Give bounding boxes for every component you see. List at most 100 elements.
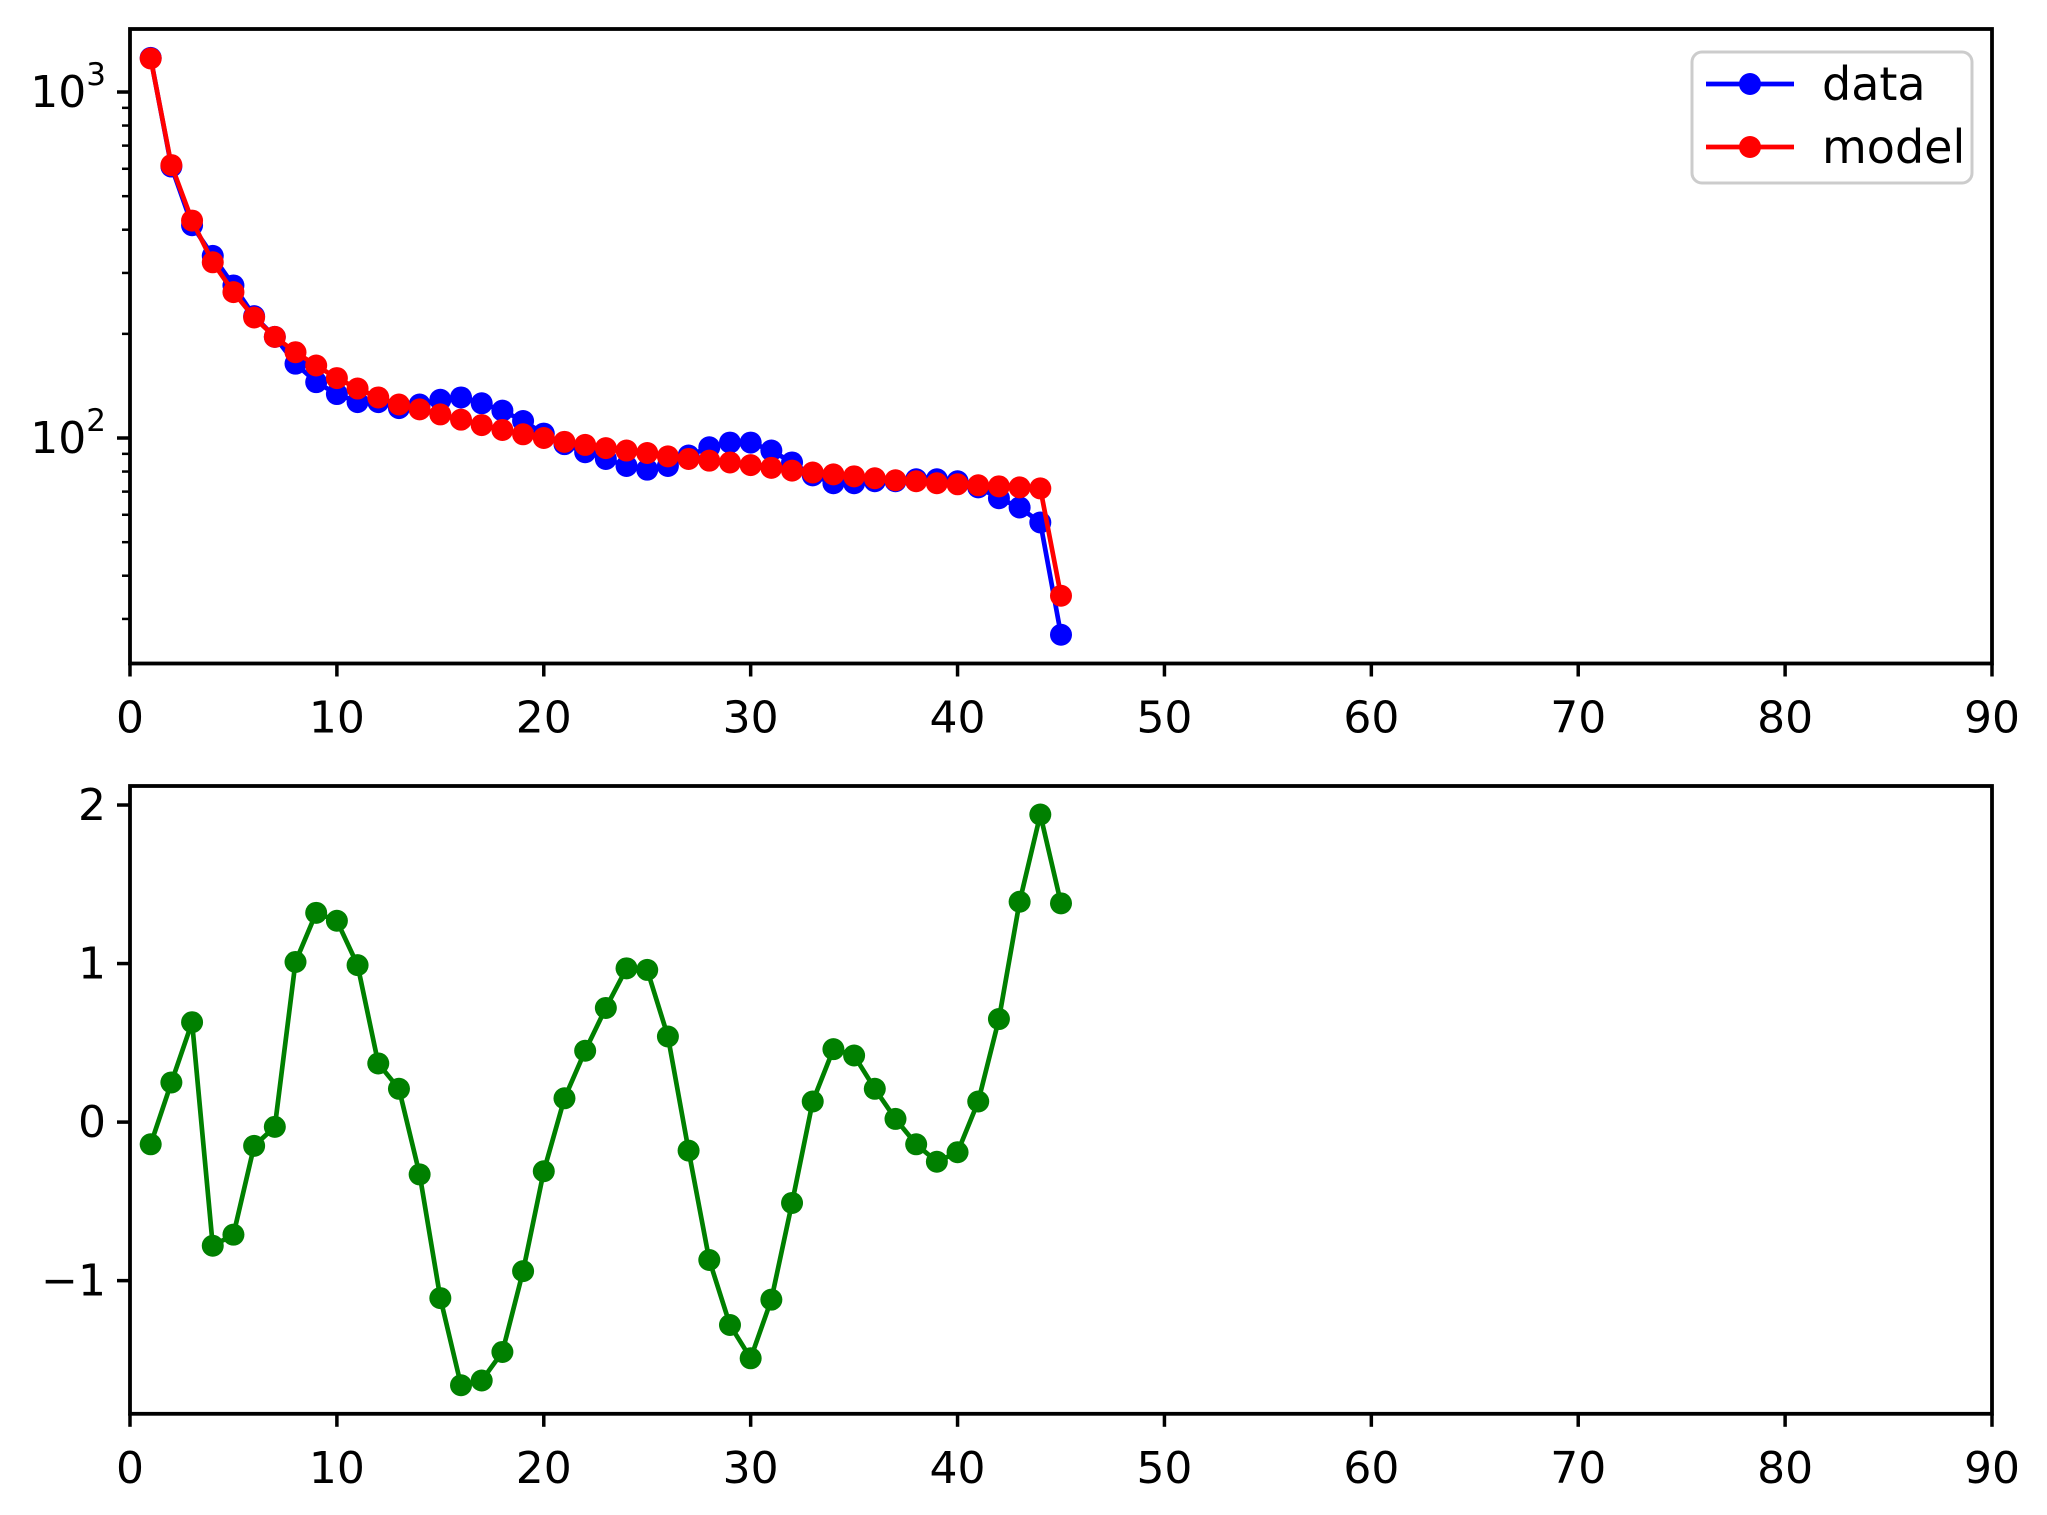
log-base: 10 — [30, 67, 86, 118]
residuals-series-markers — [139, 803, 1072, 1397]
bottom-plot-x-tick-label: 90 — [1964, 1443, 2020, 1494]
residuals-data-point — [967, 1090, 990, 1113]
bottom-plot-y-tick-label: 0 — [78, 1097, 106, 1148]
model-data-point — [325, 367, 348, 390]
model-series-markers — [139, 47, 1072, 607]
residuals-data-point — [615, 957, 638, 980]
residuals-data-point — [574, 1039, 597, 1062]
model-data-point — [139, 47, 162, 70]
residuals-data-point — [1029, 803, 1052, 826]
residuals-data-point — [781, 1191, 804, 1214]
residuals-data-point — [284, 950, 307, 973]
model-data-point — [346, 377, 369, 400]
top-plot-x-tick-label: 30 — [723, 693, 779, 744]
residuals-data-point — [905, 1133, 928, 1156]
model-data-point — [408, 398, 431, 421]
residuals-data-point — [553, 1087, 576, 1110]
residuals-data-point — [160, 1071, 183, 1094]
model-data-point — [512, 423, 535, 446]
residuals-data-point — [739, 1347, 762, 1370]
model-data-point — [470, 414, 493, 437]
residuals-data-point — [325, 909, 348, 932]
data-data-point — [760, 439, 783, 462]
residuals-data-point — [656, 1025, 679, 1048]
top-plot-y-tick-label: 103 — [30, 57, 106, 118]
legend-label-model: model — [1822, 120, 1965, 174]
residuals-data-point — [863, 1077, 886, 1100]
top-plot-x-tick-label: 20 — [516, 693, 572, 744]
bottom-plot-y-tick-label: −1 — [41, 1256, 106, 1307]
residuals-data-point — [222, 1223, 245, 1246]
bottom-plot-axes-border — [128, 784, 1994, 1416]
data-data-point — [1008, 496, 1031, 519]
log-base: 10 — [30, 413, 86, 464]
data-data-point — [325, 383, 348, 406]
residuals-data-point — [1008, 890, 1031, 913]
model-data-point — [160, 154, 183, 177]
top-plot-series-group — [139, 46, 1072, 646]
residuals-data-point — [987, 1008, 1010, 1031]
residuals-data-point — [181, 1011, 204, 1034]
top-plot-x-tick-label: 60 — [1343, 693, 1399, 744]
model-data-point — [367, 386, 390, 409]
residuals-data-point — [760, 1288, 783, 1311]
residuals-data-point — [139, 1133, 162, 1156]
model-data-point — [863, 467, 886, 490]
residuals-data-point — [491, 1340, 514, 1363]
bottom-plot-x-tick-label: 80 — [1757, 1443, 1813, 1494]
residuals-data-point — [698, 1249, 721, 1272]
data-data-point — [450, 386, 473, 409]
model-data-point — [1050, 584, 1072, 607]
model-series-line — [148, 56, 1064, 599]
residuals-data-point — [387, 1077, 410, 1100]
bottom-plot-x-tick-label: 70 — [1550, 1443, 1606, 1494]
residuals-data-point — [822, 1038, 845, 1061]
model-data-point — [181, 209, 204, 232]
top-plot-x-tick-label: 70 — [1550, 693, 1606, 744]
log-exponent: 3 — [86, 57, 106, 93]
bottom-plot-y-tick-label: 1 — [78, 939, 106, 990]
model-data-point — [801, 461, 824, 484]
model-data-point — [698, 449, 721, 472]
data-data-point — [491, 399, 514, 422]
bottom-plot-x-tick-label: 50 — [1136, 1443, 1192, 1494]
model-data-point — [574, 433, 597, 456]
model-data-point — [1008, 476, 1031, 499]
residuals-data-point — [429, 1287, 452, 1310]
model-data-point — [760, 456, 783, 479]
model-data-point — [491, 418, 514, 441]
data-data-point — [636, 458, 659, 481]
top-plot-x-tick-label: 80 — [1757, 693, 1813, 744]
top-plot-x-tick-label: 50 — [1136, 693, 1192, 744]
legend-model-sample-marker — [1739, 136, 1761, 158]
model-data-point — [615, 439, 638, 462]
model-data-point — [843, 465, 866, 488]
residuals-data-point — [677, 1139, 700, 1162]
residuals-data-point — [801, 1090, 824, 1113]
model-data-point — [739, 454, 762, 477]
residuals-data-point — [512, 1260, 535, 1283]
top-plot-x-tick-label: 0 — [116, 693, 144, 744]
top-plot-x-tick-label: 40 — [930, 693, 986, 744]
legend-label-data: data — [1822, 57, 1926, 111]
top-plot-x-tick-label: 90 — [1964, 693, 2020, 744]
bottom-plot-x-tick-label: 0 — [116, 1443, 144, 1494]
bottom-plot-x-tick-label: 30 — [723, 1443, 779, 1494]
model-data-point — [1029, 477, 1052, 500]
model-data-point — [594, 437, 617, 460]
bottom-plot-x-tick-label: 10 — [309, 1443, 365, 1494]
residuals-data-point — [243, 1134, 266, 1157]
residuals-series-line — [148, 812, 1064, 1388]
model-data-point — [987, 475, 1010, 498]
model-data-point — [656, 445, 679, 468]
model-data-point — [243, 306, 266, 329]
data-data-point — [470, 392, 493, 415]
data-data-point — [718, 431, 741, 454]
model-data-point — [781, 459, 804, 482]
legend-data-sample-marker — [1739, 73, 1761, 95]
model-data-point — [718, 451, 741, 474]
model-data-point — [284, 341, 307, 364]
bottom-plot-y-tick-label: 2 — [78, 780, 106, 831]
